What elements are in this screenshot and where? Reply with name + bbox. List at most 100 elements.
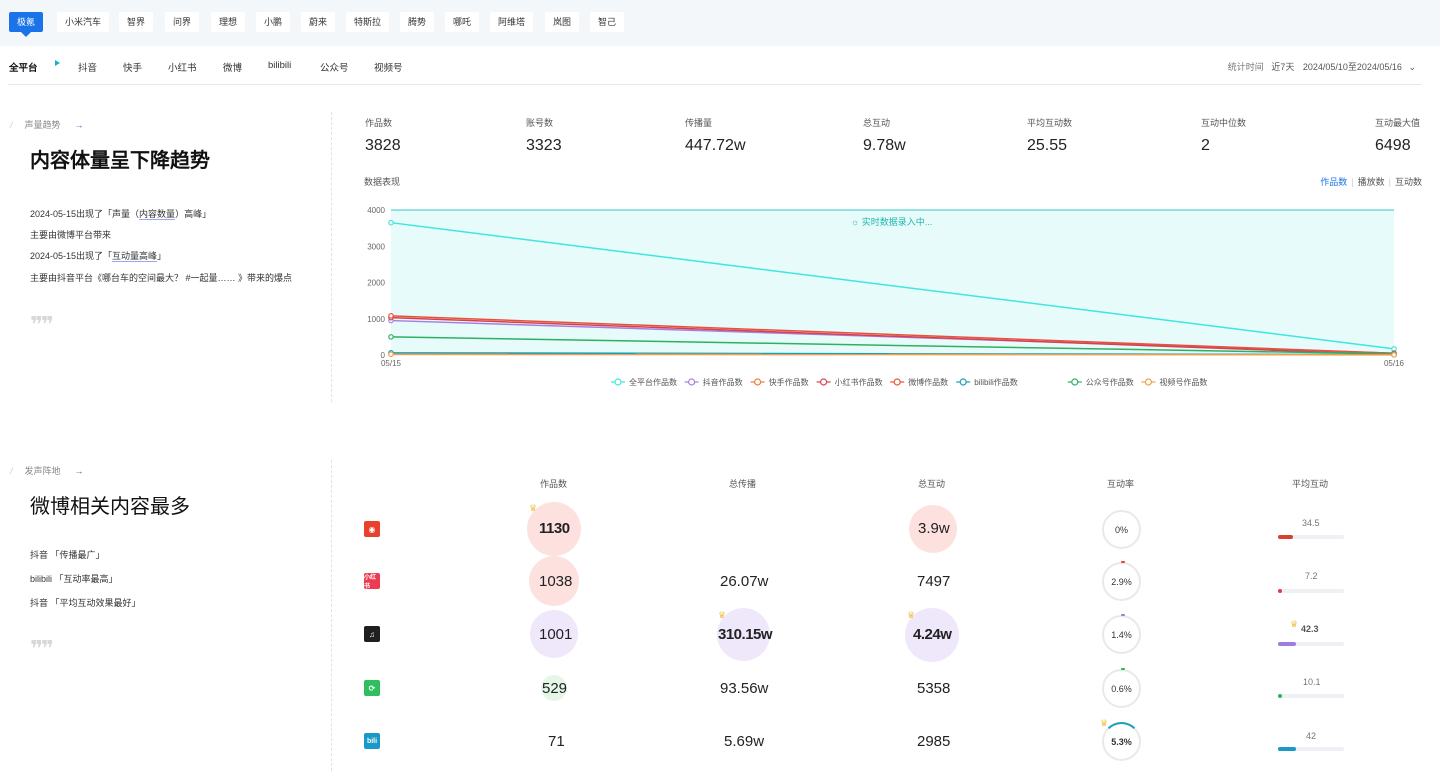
works-value: 529 (542, 680, 568, 697)
legend-label: 全平台作品数 (629, 377, 677, 387)
douyin-icon: ♫ (364, 626, 380, 642)
legend-swatch-dot (754, 378, 762, 386)
platform-tab-xiaohongshu[interactable]: 小红书 (168, 63, 197, 74)
spread-value: 26.07w (720, 573, 769, 590)
platform-tab-kuaishou[interactable]: 快手 (123, 63, 143, 74)
works-trend-line-chart: 0 1000 2000 3000 4000 05/15 05/16 ☼ 实时数据录入中... 全… (367, 206, 1405, 387)
platform-tab-douyin[interactable]: 抖音 (78, 63, 98, 74)
series-line (390, 336, 1395, 355)
avg-value: 42 (1306, 731, 1317, 741)
section-title-platform: 微博相关内容最多 (30, 496, 190, 518)
interaction-value: 2985 (917, 733, 951, 750)
platform-selected-arrow-icon (55, 60, 60, 66)
expand-arrow-icon[interactable]: → (74, 466, 84, 476)
works-bubble (530, 610, 578, 658)
brand-tab-denza[interactable]: 腾势 (400, 12, 435, 32)
avg-bar-fill (1278, 747, 1296, 751)
data-point (1391, 352, 1397, 358)
metric-plays[interactable]: 播放数 (1357, 177, 1385, 187)
legend-label: 微博作品数 (908, 377, 948, 387)
crown-icon: ♛ (1290, 619, 1299, 629)
slash-icon: / (10, 466, 13, 476)
y-tick-label: 2000 (367, 279, 385, 288)
avg-value: 10.1 (1303, 677, 1321, 687)
avg-bar (1278, 589, 1344, 593)
brand-tab-xiaopeng[interactable]: 小鹏 (256, 12, 291, 32)
works-value: 71 (548, 733, 565, 750)
platform-tab-weibo[interactable]: 微博 (223, 63, 243, 74)
section-title-trend: 内容体量呈下降趋势 (30, 150, 210, 172)
series-line (390, 221, 1395, 350)
avg-value: 34.5 (1302, 518, 1320, 528)
insight-line: 2024-05-15出现了「声量（内容数量）高峰」 (30, 209, 212, 220)
platform-tab-video-account[interactable]: 视频号 (374, 63, 403, 74)
stat-time-range[interactable]: 近7天 (1271, 62, 1295, 72)
brand-tab-zhijie[interactable]: 智界 (119, 12, 154, 32)
crown-icon: ♛ (718, 610, 727, 620)
rate-ring: 5.3% (1102, 722, 1141, 761)
slash-icon: / (10, 120, 13, 130)
platform-tab-all[interactable]: 全平台 (9, 63, 38, 74)
legend-label: 抖音作品数 (703, 377, 743, 387)
chart-area-band (391, 210, 1394, 355)
interaction-value: 7497 (917, 573, 951, 590)
x-tick-label: 05/16 (1384, 359, 1405, 368)
brand-tab-tesla[interactable]: 特斯拉 (346, 12, 390, 32)
legend-swatch-dot (1144, 378, 1153, 386)
metric-interactions[interactable]: 互动数 (1394, 177, 1422, 187)
section-tag-volume-trend: / 声量趋势 → (10, 120, 84, 130)
crown-icon: ♛ (529, 503, 538, 513)
series-line (390, 353, 1395, 356)
interaction-value: 5358 (917, 680, 951, 697)
brand-tab-nio[interactable]: 蔚来 (301, 12, 336, 32)
legend-swatch-dot (614, 378, 622, 386)
avg-bar-fill (1278, 694, 1282, 698)
platform-tab-official-account[interactable]: 公众号 (320, 63, 349, 74)
insight-line: 抖音 「平均互动效果最好」 (30, 598, 141, 608)
kpi-accounts: 账号数 3323 (526, 118, 562, 154)
metric-works[interactable]: 作品数 (1320, 177, 1348, 187)
kpi-median-interaction: 互动中位数 2 (1201, 118, 1247, 154)
brand-tab-zeekr[interactable]: 极氪 (9, 12, 44, 37)
kpi-avg-interaction: 平均互动数 25.55 (1027, 118, 1073, 154)
legend-label: bilibili作品数 (974, 377, 1018, 387)
works-bubble (529, 556, 579, 606)
legend-label: 小红书作品数 (835, 377, 883, 387)
brand-tab-im[interactable]: 智己 (590, 12, 625, 32)
brand-tab-neta[interactable]: 哪吒 (445, 12, 480, 32)
brand-tab-wenjie[interactable]: 问界 (165, 12, 200, 32)
chevron-down-icon[interactable]: ⌄ (1408, 62, 1416, 72)
platform-tab-bilibili[interactable]: bilibili (268, 60, 292, 71)
data-point (1391, 346, 1397, 352)
col-head-spread: 总传播 (729, 479, 757, 489)
quote-mark-icon: ❞❞ (30, 636, 54, 661)
kpi-works: 作品数 3828 (365, 118, 401, 154)
col-head-rate: 互动率 (1107, 479, 1135, 489)
data-point (388, 219, 394, 226)
avg-bar (1278, 694, 1344, 698)
data-point (388, 334, 394, 340)
brand-tab-xiaomi[interactable]: 小米汽车 (57, 12, 110, 32)
chart-section-label: 数据表现 (364, 177, 401, 187)
legend-swatch-dot (959, 378, 967, 386)
works-value: 1038 (539, 573, 573, 590)
interaction-bubble (909, 505, 957, 553)
y-tick-label: 0 (381, 351, 386, 360)
brand-tab-voyah[interactable]: 岚图 (545, 12, 580, 32)
works-value: 1001 (539, 626, 573, 643)
brand-tab-avatr[interactable]: 阿维塔 (490, 12, 534, 32)
avg-bar-fill (1278, 535, 1293, 539)
series-line (390, 316, 1395, 356)
spread-bubble (717, 608, 770, 661)
works-bubble (541, 675, 567, 701)
divider (8, 84, 1422, 85)
insight-line: 主要由抖音平台《哪台车的空间最大？ #一起量…… 》带来的爆点 (30, 273, 293, 283)
insight-line: bilibili 「互动率最高」 (30, 574, 118, 584)
insight-line: 主要由微博平台带来 (30, 230, 112, 240)
kpi-max-interaction: 互动最大值 6498 (1375, 118, 1421, 154)
brand-tab-lixiang[interactable]: 理想 (211, 12, 246, 32)
stat-time-dates[interactable]: 2024/05/10至2024/05/16 (1302, 62, 1402, 72)
col-head-interaction: 总互动 (918, 479, 946, 489)
series-line (390, 315, 1395, 354)
expand-arrow-icon[interactable]: → (74, 120, 84, 130)
